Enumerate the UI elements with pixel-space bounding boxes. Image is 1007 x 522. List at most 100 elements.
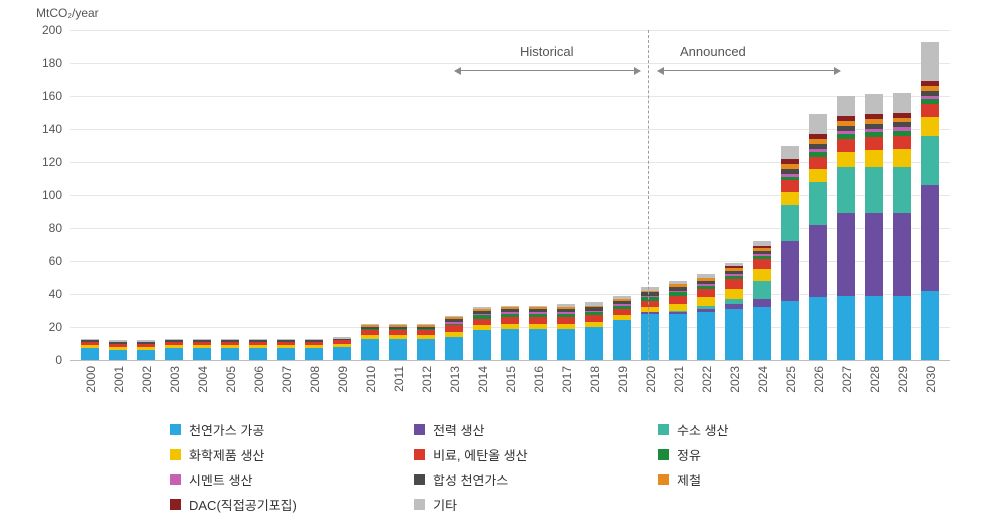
x-axis-baseline: [70, 360, 950, 361]
bar-segment-natural_gas_processing: [445, 337, 463, 360]
x-tick-label: 2015: [504, 366, 518, 393]
bar-segment-fertilizer_ethanol: [669, 296, 687, 304]
bar-segment-chemical_production: [837, 152, 855, 167]
bar-segment-hydrogen_production: [865, 167, 883, 213]
bar-segment-fertilizer_ethanol: [613, 309, 631, 316]
x-tick-label: 2005: [224, 366, 238, 393]
legend-item-chemical_production: 화학제품 생산: [170, 445, 390, 464]
bar-stack: [445, 30, 463, 360]
bar-segment-fertilizer_ethanol: [557, 317, 575, 324]
bar-segment-other: [781, 146, 799, 159]
bar-segment-natural_gas_processing: [389, 339, 407, 360]
legend-item-dac: DAC(직접공기포집): [170, 495, 390, 514]
bar-segment-other: [865, 94, 883, 114]
bar-segment-natural_gas_processing: [585, 327, 603, 360]
y-tick-label: 160: [22, 89, 62, 103]
bar-stack: [221, 30, 239, 360]
x-tick-label: 2010: [364, 366, 378, 393]
bar-segment-natural_gas_processing: [921, 291, 939, 360]
y-tick-label: 200: [22, 23, 62, 37]
bar-segment-natural_gas_processing: [893, 296, 911, 360]
x-tick-label: 2018: [588, 366, 602, 393]
bar-segment-power_generation: [837, 213, 855, 296]
bar-segment-fertilizer_ethanol: [809, 157, 827, 169]
x-tick-label: 2007: [280, 366, 294, 393]
bar-segment-natural_gas_processing: [81, 348, 99, 360]
historical-announced-divider: [648, 30, 649, 360]
legend-swatch: [414, 449, 425, 460]
bar-segment-natural_gas_processing: [193, 348, 211, 360]
legend-item-cement: 시멘트 생산: [170, 470, 390, 489]
bar-segment-fertilizer_ethanol: [837, 139, 855, 152]
bar-segment-natural_gas_processing: [473, 330, 491, 360]
x-tick-label: 2008: [308, 366, 322, 393]
legend-item-synthetic_ng: 합성 천연가스: [414, 470, 634, 489]
bar-segment-natural_gas_processing: [837, 296, 855, 360]
bar-segment-fertilizer_ethanol: [641, 301, 659, 308]
bar-segment-other: [837, 96, 855, 116]
bar-segment-other: [893, 93, 911, 113]
bar-segment-hydrogen_production: [893, 167, 911, 213]
bar-segment-natural_gas_processing: [641, 314, 659, 360]
x-tick-label: 2012: [420, 366, 434, 393]
legend-label: 합성 천연가스: [433, 470, 508, 489]
bar-stack: [109, 30, 127, 360]
bar-stack: [865, 30, 883, 360]
bar-segment-power_generation: [865, 213, 883, 296]
bar-segment-natural_gas_processing: [109, 350, 127, 360]
bar-segment-natural_gas_processing: [221, 348, 239, 360]
x-tick-label: 2022: [700, 366, 714, 393]
x-tick-label: 2023: [728, 366, 742, 393]
y-tick-label: 20: [22, 320, 62, 334]
bar-segment-hydrogen_production: [809, 182, 827, 225]
bar-segment-hydrogen_production: [781, 205, 799, 241]
x-tick-label: 2020: [644, 366, 658, 393]
bar-segment-fertilizer_ethanol: [473, 319, 491, 326]
bar-segment-hydrogen_production: [837, 167, 855, 213]
legend-label: 화학제품 생산: [189, 445, 264, 464]
bar-segment-power_generation: [921, 185, 939, 291]
bar-segment-natural_gas_processing: [613, 320, 631, 360]
bar-stack: [361, 30, 379, 360]
bar-segment-fertilizer_ethanol: [921, 104, 939, 117]
bar-stack: [333, 30, 351, 360]
bar-segment-chemical_production: [781, 192, 799, 205]
bar-stack: [641, 30, 659, 360]
bar-segment-natural_gas_processing: [249, 348, 267, 360]
legend-swatch: [414, 424, 425, 435]
x-tick-label: 2014: [476, 366, 490, 393]
legend-item-refining: 정유: [658, 445, 878, 464]
bar-segment-natural_gas_processing: [277, 348, 295, 360]
bar-segment-other: [921, 42, 939, 82]
bar-segment-natural_gas_processing: [809, 297, 827, 360]
legend-item-natural_gas_processing: 천연가스 가공: [170, 420, 390, 439]
legend-swatch: [658, 474, 669, 485]
bar-segment-fertilizer_ethanol: [529, 317, 547, 324]
legend-item-fertilizer_ethanol: 비료, 에탄올 생산: [414, 445, 634, 464]
bar-segment-natural_gas_processing: [669, 314, 687, 360]
bar-stack: [417, 30, 435, 360]
y-tick-label: 60: [22, 254, 62, 268]
bar-segment-natural_gas_processing: [725, 309, 743, 360]
bar-segment-fertilizer_ethanol: [585, 315, 603, 322]
legend-swatch: [658, 449, 669, 460]
x-tick-label: 2000: [84, 366, 98, 393]
annotation-arrow: [455, 70, 640, 71]
legend-label: 시멘트 생산: [189, 470, 252, 489]
bar-segment-other: [809, 114, 827, 134]
legend-label: 천연가스 가공: [189, 420, 264, 439]
x-tick-label: 2027: [840, 366, 854, 393]
legend-swatch: [658, 424, 669, 435]
x-tick-label: 2006: [252, 366, 266, 393]
bar-segment-natural_gas_processing: [417, 339, 435, 360]
legend-swatch: [170, 424, 181, 435]
bar-segment-fertilizer_ethanol: [501, 317, 519, 324]
x-tick-label: 2004: [196, 366, 210, 393]
x-tick-label: 2017: [560, 366, 574, 393]
bar-segment-power_generation: [781, 241, 799, 300]
bar-stack: [893, 30, 911, 360]
bar-segment-chemical_production: [753, 269, 771, 281]
x-tick-label: 2024: [756, 366, 770, 393]
legend-label: 정유: [677, 445, 701, 464]
bar-segment-power_generation: [893, 213, 911, 296]
